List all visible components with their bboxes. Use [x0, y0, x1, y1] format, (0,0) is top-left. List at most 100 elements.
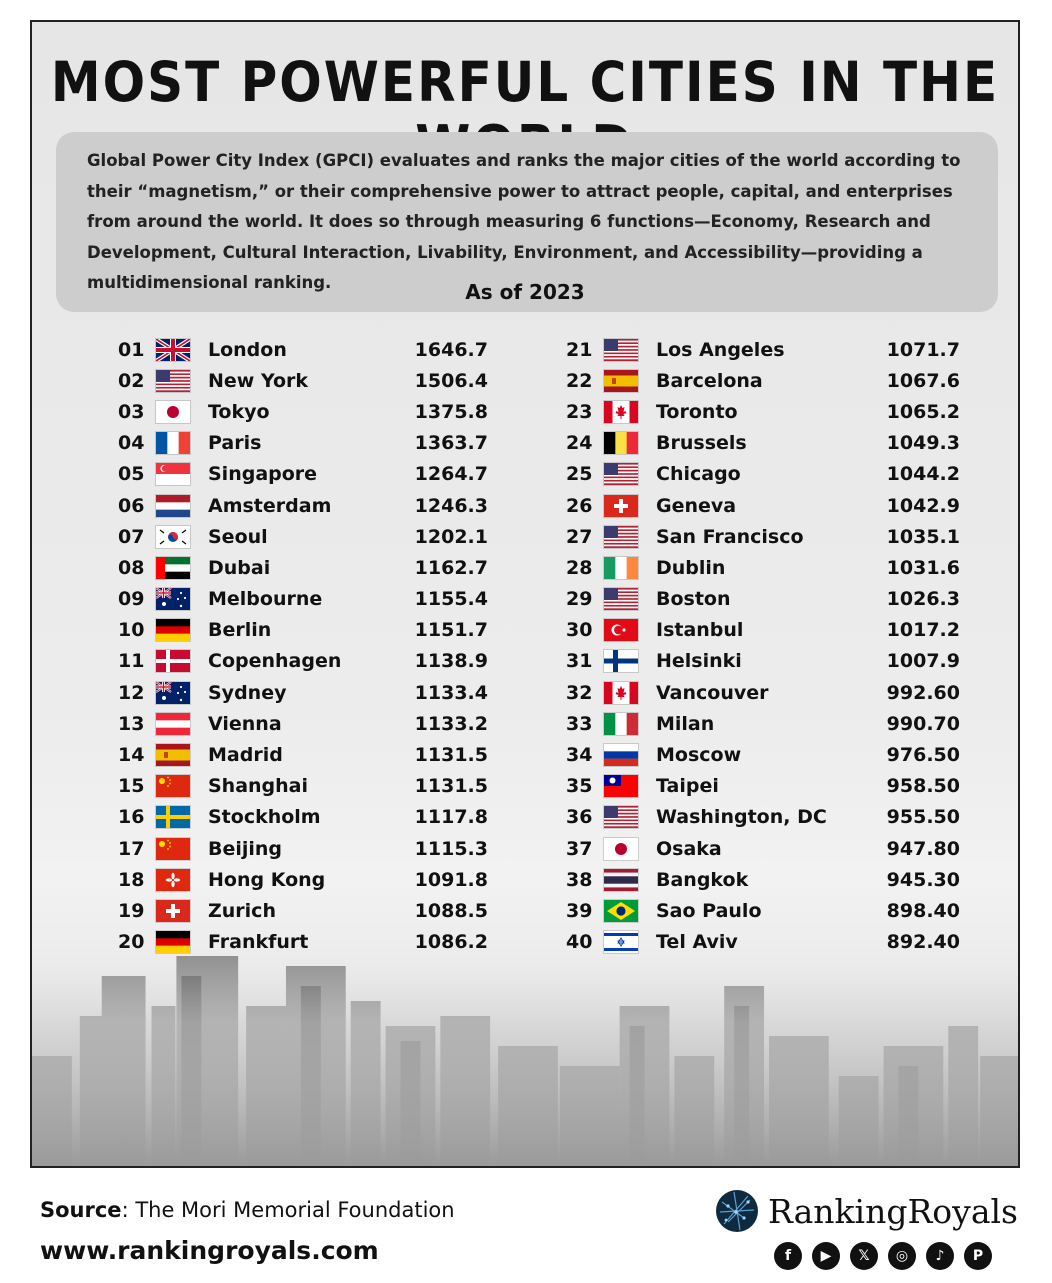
city-score: 1138.9	[414, 650, 488, 673]
rank-number: 28	[566, 556, 593, 579]
rank-number: 15	[118, 775, 145, 798]
facebook-icon[interactable]: f	[774, 1242, 802, 1270]
ranking-row: 11 Copenhagen 1138.9	[118, 646, 488, 677]
spain-flag-icon	[604, 369, 638, 392]
rank-number: 32	[566, 681, 593, 704]
city-score: 1151.7	[414, 619, 488, 642]
rank-number: 06	[118, 494, 145, 517]
south-korea-flag-icon	[156, 525, 190, 548]
ranking-row: 12 Sydney 1133.4	[118, 677, 488, 708]
rank-number: 35	[566, 775, 593, 798]
ranking-row: 09 Melbourne 1155.4	[118, 584, 488, 615]
intro-line: Development, Cultural Interaction, Livab…	[87, 242, 923, 262]
ranking-row: 32 Vancouver 992.60	[566, 677, 960, 708]
rank-number: 19	[118, 899, 145, 922]
austria-flag-icon	[156, 712, 190, 735]
rank-number: 14	[118, 744, 145, 767]
china-flag-icon	[156, 837, 190, 860]
ranking-row: 04 Paris 1363.7	[118, 428, 488, 459]
city-name: London	[208, 338, 287, 361]
ireland-flag-icon	[604, 556, 638, 579]
city-name: Berlin	[208, 619, 272, 642]
brand-name: RankingRoyals	[768, 1191, 1018, 1231]
city-score: 1067.6	[886, 369, 960, 392]
globe-logo-icon	[716, 1190, 758, 1232]
infographic-frame: MOST POWERFUL CITIES IN THE WORLD Global…	[30, 20, 1020, 1168]
rank-number: 31	[566, 650, 593, 673]
city-score: 1031.6	[886, 556, 960, 579]
us-flag-icon	[604, 338, 638, 361]
ranking-row: 17 Beijing 1115.3	[118, 833, 488, 864]
thailand-flag-icon	[604, 868, 638, 891]
instagram-icon[interactable]: ◎	[888, 1242, 916, 1270]
pinterest-icon[interactable]: P	[964, 1242, 992, 1270]
ranking-row: 21 Los Angeles 1071.7	[566, 334, 960, 365]
rank-number: 25	[566, 463, 593, 486]
rank-number: 01	[118, 338, 145, 361]
youtube-icon[interactable]: ▶	[812, 1242, 840, 1270]
sweden-flag-icon	[156, 806, 190, 829]
city-score: 945.30	[886, 868, 960, 891]
ranking-row: 30 Istanbul 1017.2	[566, 615, 960, 646]
city-score: 1044.2	[886, 463, 960, 486]
ranking-row: 08 Dubai 1162.7	[118, 552, 488, 583]
ranking-list-right: 21 Los Angeles 1071.7 22 Barcelona 1067.6 23 To…	[566, 334, 960, 958]
city-score: 1131.5	[414, 775, 488, 798]
website-url[interactable]: www.rankingroyals.com	[40, 1236, 379, 1265]
brazil-flag-icon	[604, 899, 638, 922]
city-score: 1042.9	[886, 494, 960, 517]
city-score: 958.50	[886, 775, 960, 798]
city-name: Geneva	[656, 494, 737, 517]
us-flag-icon	[604, 806, 638, 829]
city-name: Los Angeles	[656, 338, 785, 361]
city-score: 1646.7	[414, 338, 488, 361]
source-label: Source	[40, 1198, 122, 1222]
intro-line: Global Power City Index (GPCI) evaluates…	[87, 151, 961, 170]
rank-number: 23	[566, 400, 593, 423]
city-score: 1017.2	[886, 619, 960, 642]
rank-number: 11	[118, 650, 145, 673]
city-name: Milan	[656, 712, 715, 735]
turkey-flag-icon	[604, 619, 638, 642]
city-name: Vienna	[208, 712, 282, 735]
tiktok-icon[interactable]: ♪	[926, 1242, 954, 1270]
city-name: San Francisco	[656, 525, 804, 548]
city-name: Helsinki	[656, 650, 742, 673]
city-name: Toronto	[656, 400, 738, 423]
switzerland-flag-icon	[156, 899, 190, 922]
rank-number: 09	[118, 588, 145, 611]
city-score: 1375.8	[414, 400, 488, 423]
social-icons: f ▶ 𝕏 ◎ ♪ P	[774, 1242, 992, 1270]
city-name: Amsterdam	[208, 494, 332, 517]
hong-kong-flag-icon	[156, 868, 190, 891]
ranking-row: 26 Geneva 1042.9	[566, 490, 960, 521]
ranking-row: 07 Seoul 1202.1	[118, 521, 488, 552]
city-name: Sao Paulo	[656, 899, 762, 922]
us-flag-icon	[604, 588, 638, 611]
china-flag-icon	[156, 775, 190, 798]
city-score: 1088.5	[414, 899, 488, 922]
rank-number: 18	[118, 868, 145, 891]
rank-number: 36	[566, 806, 593, 829]
city-name: Hong Kong	[208, 868, 326, 891]
city-name: Chicago	[656, 463, 741, 486]
ranking-row: 16 Stockholm 1117.8	[118, 802, 488, 833]
rank-number: 33	[566, 712, 593, 735]
russia-flag-icon	[604, 744, 638, 767]
ranking-row: 25 Chicago 1044.2	[566, 459, 960, 490]
city-score: 1035.1	[886, 525, 960, 548]
city-name: Paris	[208, 432, 262, 455]
netherlands-flag-icon	[156, 494, 190, 517]
city-name: Boston	[656, 588, 731, 611]
rank-number: 37	[566, 837, 593, 860]
ranking-row: 23 Toronto 1065.2	[566, 396, 960, 427]
rank-number: 24	[566, 432, 593, 455]
uk-flag-icon	[156, 338, 190, 361]
canada-flag-icon	[604, 400, 638, 423]
rank-number: 08	[118, 556, 145, 579]
ranking-list-left: 01 London 1646.7 02 New York 1506.4 03 Tokyo 137…	[118, 334, 488, 958]
us-flag-icon	[156, 369, 190, 392]
as-of-label: As of 2023	[465, 280, 585, 304]
x-icon[interactable]: 𝕏	[850, 1242, 878, 1270]
uae-flag-icon	[156, 556, 190, 579]
